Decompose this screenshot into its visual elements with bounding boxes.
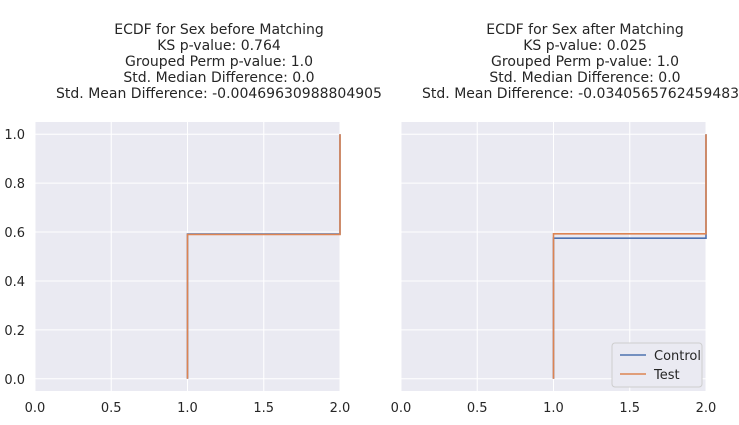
legend-label-control: Control [654, 349, 701, 364]
chart-title-line: ECDF for Sex before Matching [114, 22, 323, 38]
legend-box [611, 342, 703, 388]
legend-label-test: Test [653, 368, 680, 383]
x-tick-label: 1.0 [543, 401, 564, 416]
y-tick-label: 0.8 [4, 177, 25, 192]
x-tick-label: 0.5 [467, 401, 488, 416]
y-tick-label: 0.0 [4, 373, 25, 388]
legend: Control Test [611, 342, 703, 388]
chart-title-line: Grouped Perm p-value: 1.0 [491, 54, 679, 70]
chart-title-line: Std. Median Difference: 0.0 [123, 70, 314, 86]
chart-title-line: KS p-value: 0.764 [157, 38, 281, 54]
x-tick-label: 0.0 [391, 401, 412, 416]
y-tick-label: 0.6 [4, 226, 25, 241]
x-tick-label: 2.0 [696, 401, 717, 416]
x-tick-label: 0.0 [25, 401, 46, 416]
series-line-test [552, 134, 707, 379]
y-tick-label: 0.4 [4, 275, 25, 290]
chart-title-line: Std. Mean Difference: -0.004696309888049… [56, 86, 382, 102]
x-tick-label: 2.0 [330, 401, 351, 416]
x-tick-label: 1.5 [619, 401, 640, 416]
chart-title-line: Std. Mean Difference: -0.034056576245948… [422, 86, 739, 102]
chart-title-line: KS p-value: 0.025 [523, 38, 647, 54]
chart-title-line: Std. Median Difference: 0.0 [489, 70, 680, 86]
x-tick-label: 0.5 [101, 401, 122, 416]
chart-title-line: ECDF for Sex after Matching [486, 22, 684, 38]
x-tick-label: 1.0 [177, 401, 198, 416]
x-tick-label: 1.5 [253, 401, 274, 416]
series-line-test [186, 134, 341, 379]
y-tick-label: 0.2 [4, 324, 25, 339]
chart-title-line: Grouped Perm p-value: 1.0 [125, 54, 313, 70]
y-tick-label: 1.0 [4, 128, 25, 143]
